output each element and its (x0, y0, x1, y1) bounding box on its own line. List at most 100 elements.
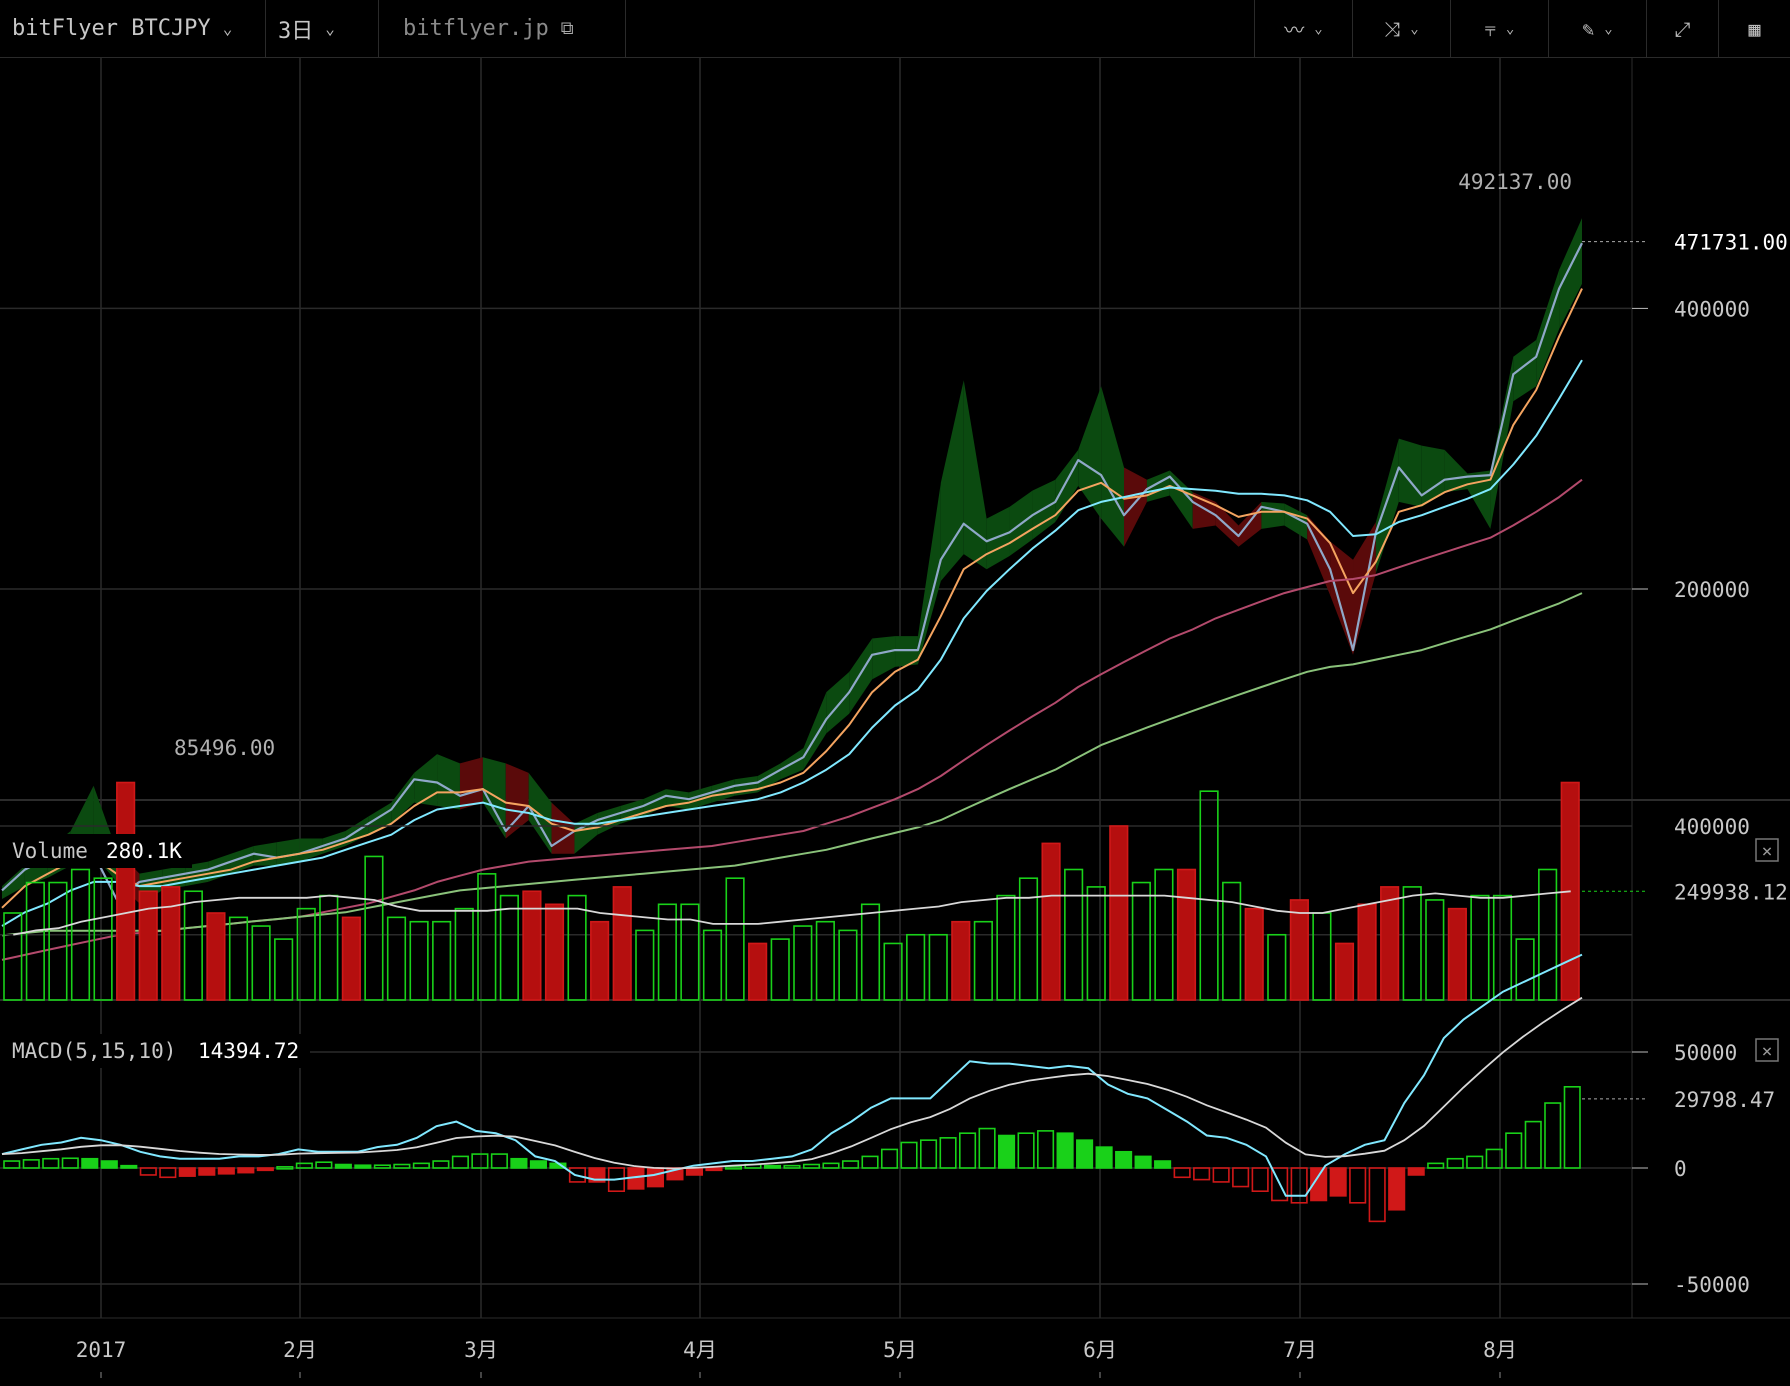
line-style-button[interactable]: 〰 ⌄ (1254, 0, 1352, 57)
fullscreen-icon: ⤢ (1674, 16, 1691, 41)
macd-histogram-bar (1290, 1167, 1308, 1204)
volume-bar (567, 894, 587, 1001)
volume-bar (1176, 868, 1197, 1001)
volume-bar (793, 925, 813, 1001)
macd-histogram-bar (724, 1166, 743, 1170)
chart-area[interactable]: 2017 2月 3月 4月 5月 6月 7月 8月 400000 200000 471731.00 4… (0, 58, 1790, 1386)
volume-value: 280.1K (106, 839, 182, 863)
volume-ma-line (13, 890, 1571, 936)
macd-histogram-bar (1427, 1162, 1445, 1169)
volume-bar (996, 894, 1016, 1001)
macd-close-button[interactable]: × (1755, 1038, 1779, 1062)
interval-selector[interactable]: 3日 ⌄ (266, 0, 379, 57)
volume-bar (499, 894, 519, 1001)
macd-histogram-bar (1115, 1150, 1133, 1169)
volume-bar (590, 920, 610, 1001)
macd-value: 14394.72 (198, 1039, 299, 1063)
source-link[interactable]: bitflyer.jp ⧉ (379, 0, 626, 57)
macd-histogram-bar (237, 1167, 255, 1174)
fullscreen-button[interactable]: ⤢ (1646, 0, 1718, 57)
screenshot-button[interactable]: ▦ (1718, 0, 1790, 57)
macd-histogram-bar (1251, 1167, 1269, 1193)
volume-bar (1447, 907, 1467, 1001)
volume-bar (1289, 899, 1309, 1001)
volume-bar (522, 890, 542, 1001)
price-ribbon-segment (505, 763, 529, 839)
indicator-button[interactable]: ⤨ ⌄ (1352, 0, 1450, 57)
volume-bar (725, 877, 745, 1001)
candle-type-button[interactable]: ⫧ ⌄ (1450, 0, 1548, 57)
volume-bar (1357, 903, 1377, 1001)
macd-histogram-bar (1446, 1157, 1464, 1169)
volume-bar (364, 855, 384, 1001)
volume-bar (138, 890, 158, 1001)
volume-bar (544, 903, 565, 1001)
macd-histogram-bar (841, 1160, 860, 1169)
macd-histogram-bar (1407, 1167, 1425, 1176)
macd-histogram-bar (1076, 1139, 1094, 1169)
macd-histogram-bar (1017, 1132, 1035, 1169)
volume-bar (409, 920, 429, 1001)
volume-bar (1041, 842, 1061, 1001)
macd-histogram-bar (705, 1167, 723, 1172)
volume-bar (1018, 877, 1039, 1001)
volume-bar (1222, 881, 1242, 1001)
y-tick-label: -50000 (1674, 1273, 1750, 1297)
macd-histogram-bar (510, 1157, 528, 1169)
volume-bar (1064, 868, 1084, 1001)
macd-histogram-bar (900, 1141, 918, 1169)
macd-histogram-bar (315, 1161, 333, 1169)
price-ribbon-segment (963, 380, 987, 570)
price-ribbon-segment (895, 636, 918, 667)
volume-bar (161, 886, 181, 1001)
price-ribbon-segment (1444, 449, 1468, 493)
price-ribbon-segment (1467, 470, 1491, 529)
macd-histogram-bar (1349, 1167, 1367, 1204)
macd-histogram-bar (919, 1139, 938, 1169)
volume-bar (883, 942, 903, 1001)
macd-histogram-bar (276, 1166, 294, 1170)
volume-close-button[interactable]: × (1755, 838, 1779, 862)
price-ribbon-segment (803, 692, 827, 770)
volume-bar (1244, 907, 1264, 1001)
chevron-down-icon: ⌄ (1410, 20, 1419, 37)
x-tick-label: 3月 (464, 1338, 498, 1362)
volume-bar (93, 877, 113, 1001)
volume-bar (928, 933, 948, 1001)
macd-histogram-bar (42, 1157, 60, 1169)
price-ribbon-segment (437, 754, 460, 810)
x-tick-label: 6月 (1083, 1338, 1117, 1362)
volume-bar (48, 881, 68, 1001)
price-ribbon-segment (1078, 386, 1102, 519)
macd-histogram-bar (978, 1127, 996, 1169)
line-style-icon: 〰 (1284, 18, 1305, 42)
price-ribbon-segment (872, 636, 896, 680)
price-series-line (1, 478, 1583, 961)
price-ribbon-segment (1101, 386, 1125, 547)
volume-bar (770, 938, 790, 1001)
price-ribbon-segment (574, 813, 598, 854)
macd-signal-line (1, 996, 1583, 1170)
volume-bar (951, 920, 971, 1001)
price-ribbon-segment (826, 671, 850, 734)
macd-histogram-bar (471, 1153, 489, 1169)
interval-label: 3日 (278, 18, 314, 44)
macd-histogram-bar (354, 1164, 372, 1169)
volume-bar (1109, 825, 1129, 1001)
volume-bar (1312, 912, 1332, 1001)
price-series-line (1, 288, 1583, 909)
x-tick-label: 5月 (883, 1338, 917, 1362)
macd-histogram-bar (22, 1159, 40, 1169)
macd-histogram-bar (393, 1163, 411, 1169)
volume-bar (386, 916, 407, 1001)
macd-histogram-bar (880, 1148, 899, 1169)
symbol-selector[interactable]: bitFlyer BTCJPY ⌄ (0, 0, 266, 57)
macd-histogram-bar (295, 1162, 313, 1169)
volume-bar (25, 881, 45, 1001)
macd-histogram-bar (334, 1163, 352, 1169)
symbol-label: bitFlyer BTCJPY (12, 16, 211, 41)
price-ribbon-segment (940, 380, 964, 581)
macd-histogram-bar (802, 1163, 821, 1169)
draw-button[interactable]: ✎ ⌄ (1548, 0, 1646, 57)
y-tick-label: 400000 (1674, 815, 1750, 839)
